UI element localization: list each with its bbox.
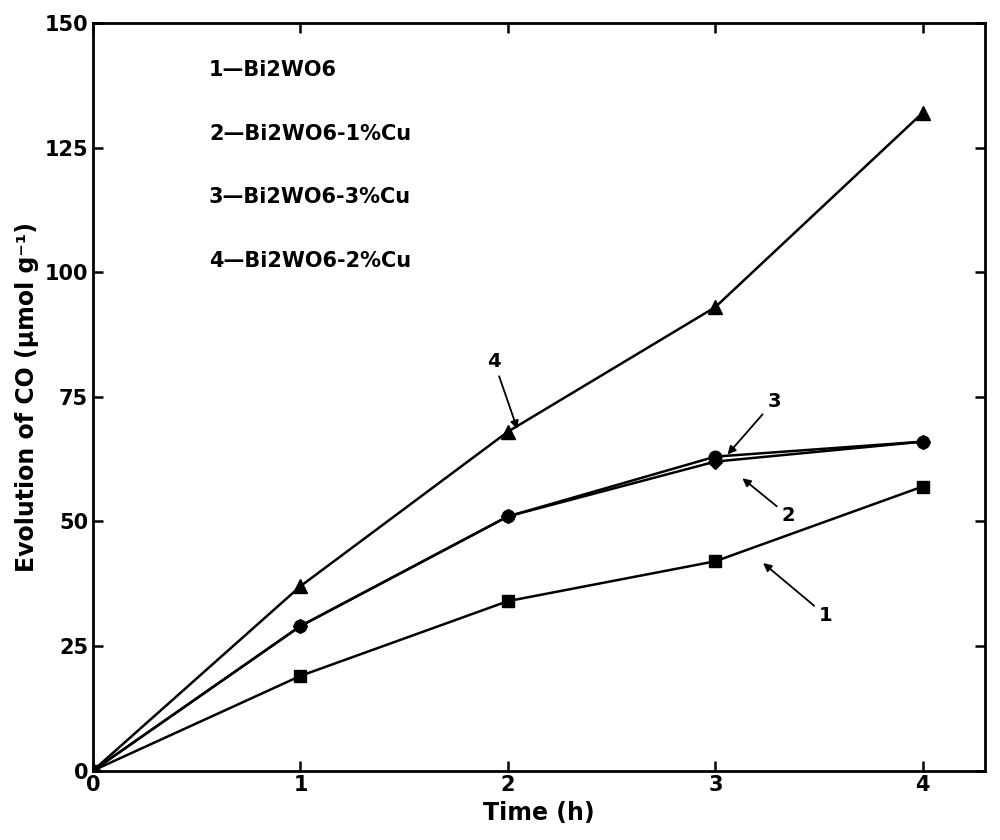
Text: 3—Bi2WO6-3%Cu: 3—Bi2WO6-3%Cu	[209, 187, 411, 207]
Text: 4—Bi2WO6-2%Cu: 4—Bi2WO6-2%Cu	[209, 251, 411, 271]
Text: 3: 3	[729, 391, 781, 453]
Text: 2—Bi2WO6-1%Cu: 2—Bi2WO6-1%Cu	[209, 124, 411, 144]
Text: 2: 2	[744, 480, 795, 525]
Text: 4: 4	[487, 352, 518, 428]
X-axis label: Time (h): Time (h)	[483, 801, 595, 825]
Text: 1: 1	[765, 564, 833, 625]
Y-axis label: Evolution of CO (μmol g⁻¹): Evolution of CO (μmol g⁻¹)	[15, 222, 39, 572]
Text: 1—Bi2WO6: 1—Bi2WO6	[209, 60, 337, 81]
